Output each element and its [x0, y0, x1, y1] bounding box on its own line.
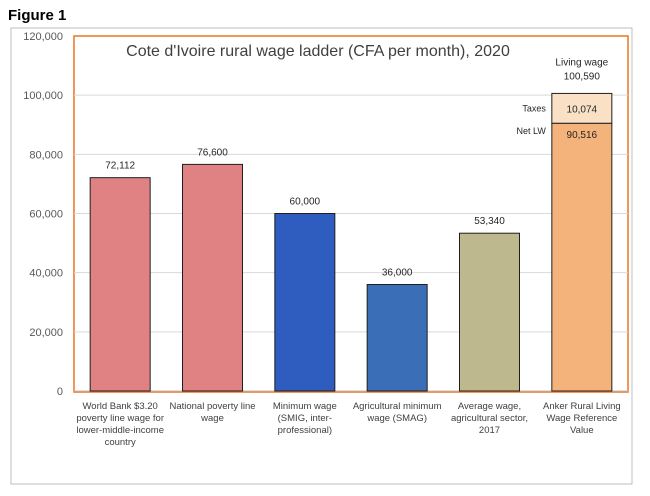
- y-tick-label: 80,000: [29, 149, 63, 161]
- x-category-label: World Bank $3.20 poverty line wage for low…: [76, 401, 164, 448]
- x-axis: World Bank $3.20 poverty line wage for low…: [76, 401, 620, 448]
- data-label: 76,600: [197, 147, 228, 158]
- living-wage-total-label: 100,590: [564, 71, 601, 82]
- x-category-label: Minimum wage (SMIG, inter-professional): [273, 401, 337, 436]
- gridlines: [74, 94, 628, 392]
- data-label: 60,000: [290, 197, 321, 208]
- data-label: 53,340: [474, 216, 505, 227]
- bar: [182, 163, 243, 392]
- y-tick-label: 100,000: [23, 90, 63, 102]
- bar-stacked-taxes: [551, 92, 613, 124]
- bar: [274, 213, 336, 392]
- y-tick-label: 60,000: [29, 209, 63, 221]
- bars: [89, 92, 613, 392]
- x-category-label: Agricultural minimum wage (SMAG): [353, 401, 442, 424]
- y-tick-label: 40,000: [29, 268, 63, 280]
- bar: [366, 284, 428, 392]
- figure-label: Figure 1: [8, 7, 67, 24]
- taxes-segment-label: Taxes: [522, 103, 546, 113]
- y-tick-label: 20,000: [29, 327, 63, 339]
- data-label: 72,112: [105, 161, 135, 172]
- data-label: 36,000: [382, 268, 413, 279]
- bar: [551, 122, 613, 392]
- net-lw-label: Net LW: [516, 126, 546, 136]
- chart-title: Cote d'Ivoire rural wage ladder (CFA per…: [126, 43, 510, 60]
- bar: [89, 177, 151, 392]
- living-wage-label: Living wage: [555, 57, 608, 68]
- y-tick-label: 120,000: [23, 31, 63, 43]
- y-axis: 0 20,000 40,000 60,000 80,000 100,000 120,000: [23, 31, 63, 398]
- data-label: 90,516: [567, 130, 598, 141]
- taxes-value-label: 10,074: [567, 104, 598, 115]
- bar: [459, 232, 520, 392]
- x-category-label: National poverty line wage: [169, 401, 255, 424]
- x-category-label: Average wage, agricultural sector, 2017: [451, 401, 528, 436]
- x-category-label: Anker Rural Living Wage Reference Value: [543, 401, 621, 436]
- data-labels: 72,112 76,600 60,000 36,000 53,340 90,516 10,0…: [105, 57, 608, 278]
- y-tick-label: 0: [57, 386, 63, 398]
